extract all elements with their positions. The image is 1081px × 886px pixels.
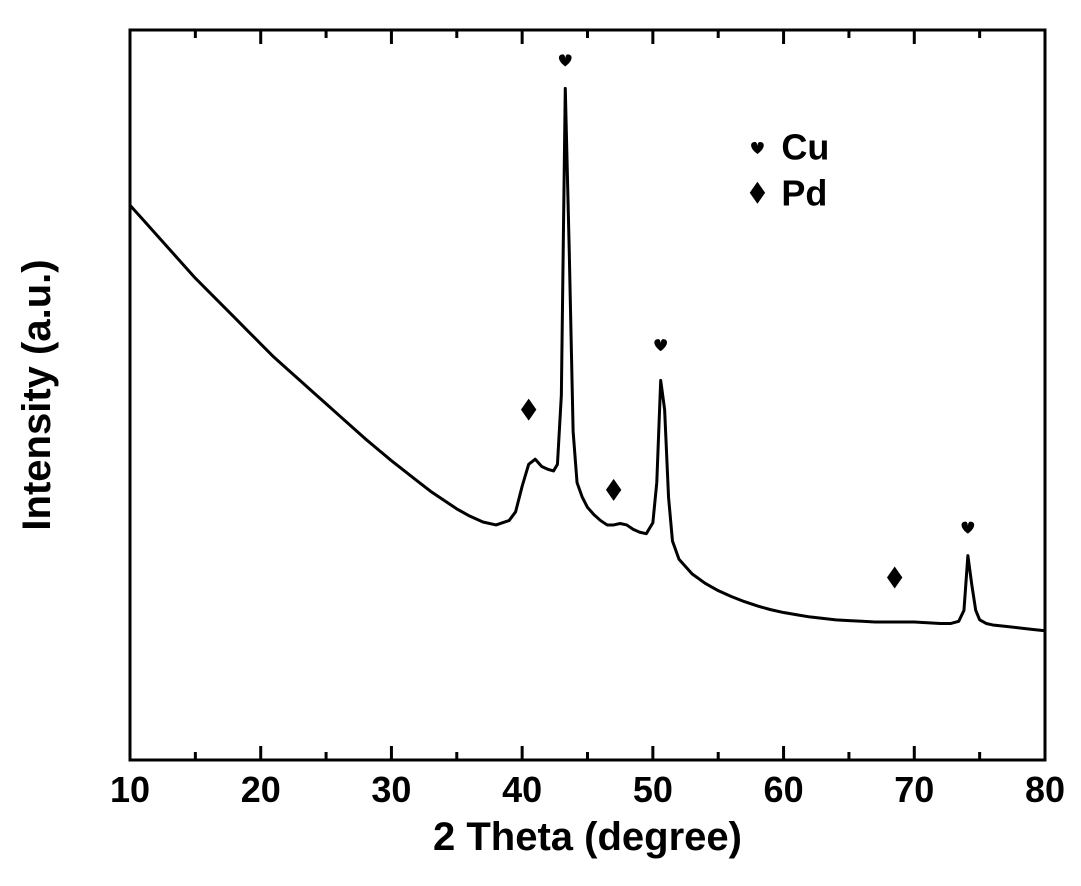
heart-marker-3 bbox=[654, 339, 667, 351]
legend: Cu Pd bbox=[750, 126, 830, 213]
heart-marker-5 bbox=[962, 522, 975, 534]
plot-frame bbox=[130, 30, 1045, 760]
y-axis-label: Intensity (a.u.) bbox=[15, 259, 59, 530]
diamond-marker-2 bbox=[606, 479, 621, 501]
diamond-marker-1 bbox=[521, 399, 536, 421]
xtick-label: 60 bbox=[764, 769, 804, 810]
xtick-label: 20 bbox=[241, 769, 281, 810]
xrd-chart: 10 20 30 40 50 60 70 80 Cu Pd 2 Theta (degree) Inte… bbox=[0, 0, 1081, 886]
xtick-label: 40 bbox=[502, 769, 542, 810]
diamond-marker-4 bbox=[887, 567, 902, 589]
diamond-marker-legend-1 bbox=[750, 182, 765, 204]
xtick-label: 70 bbox=[894, 769, 934, 810]
xrd-trace bbox=[130, 88, 1045, 630]
x-axis-label: 2 Theta (degree) bbox=[433, 815, 742, 859]
xtick-label: 10 bbox=[110, 769, 150, 810]
xtick-label: 50 bbox=[633, 769, 673, 810]
chart-svg: 10 20 30 40 50 60 70 80 Cu Pd 2 Theta (degree) Inte… bbox=[0, 0, 1081, 886]
heart-marker-legend-0 bbox=[751, 142, 764, 154]
legend-label: Pd bbox=[781, 172, 827, 213]
heart-marker-0 bbox=[559, 54, 572, 66]
xtick-label: 80 bbox=[1025, 769, 1065, 810]
xtick-label: 30 bbox=[371, 769, 411, 810]
legend-label: Cu bbox=[781, 126, 829, 167]
